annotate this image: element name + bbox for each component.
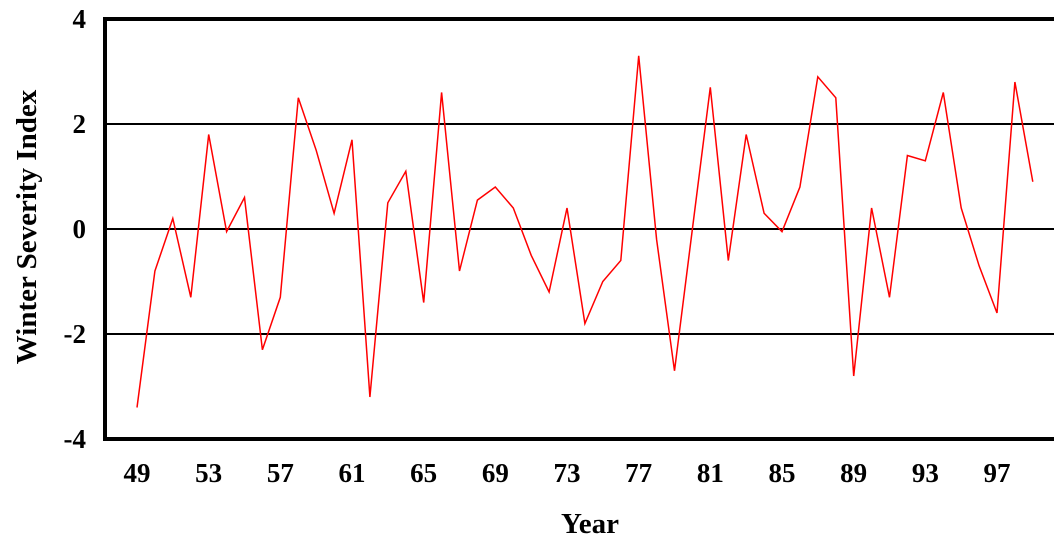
data-point [530,254,532,256]
data-point [835,97,837,99]
data-point [548,291,550,293]
y-axis-title: Winter Severity Index [11,89,43,364]
x-tick-label: 69 [482,458,509,488]
data-point [566,207,568,209]
data-point [584,322,586,324]
data-point [172,217,174,219]
data-point [620,259,622,261]
data-point [494,186,496,188]
data-point [476,199,478,201]
y-tick-label: 4 [73,4,87,34]
data-point [136,406,138,408]
data-point [512,207,514,209]
x-tick-label: 49 [124,458,151,488]
data-point [458,270,460,272]
data-point [602,280,604,282]
data-point [745,133,747,135]
y-tick-label: -2 [64,319,87,349]
x-axis-title: Year [561,508,619,540]
x-tick-label: 73 [554,458,581,488]
data-point [996,312,998,314]
data-point [655,238,657,240]
data-point [888,296,890,298]
data-point [369,396,371,398]
x-tick-label: 77 [625,458,652,488]
data-point [1032,181,1034,183]
y-tick-label: -4 [64,424,87,454]
data-point [243,196,245,198]
data-point [190,296,192,298]
data-point [691,228,693,230]
data-point [673,370,675,372]
data-point [261,349,263,351]
data-point [763,212,765,214]
x-tick-label: 81 [697,458,724,488]
x-tick-label: 57 [267,458,294,488]
series-line [136,55,1034,408]
y-tick-labels: -4 -2 0 2 4 [64,4,87,454]
data-point [799,186,801,188]
x-tick-label: 89 [840,458,867,488]
data-point [924,160,926,162]
data-point [333,212,335,214]
data-point [279,296,281,298]
data-point [817,76,819,78]
data-point [709,86,711,88]
data-point [405,170,407,172]
data-point [387,202,389,204]
data-point [422,301,424,303]
x-tick-label: 97 [984,458,1011,488]
data-point [207,133,209,135]
data-point [960,207,962,209]
y-tick-label: 0 [73,214,87,244]
data-point [154,270,156,272]
data-point [225,230,227,232]
x-tick-label: 85 [769,458,796,488]
data-point [852,375,854,377]
x-tick-label: 65 [410,458,437,488]
x-tick-label: 93 [912,458,939,488]
x-tick-label: 61 [339,458,366,488]
x-tick-labels: 49 53 57 61 65 69 73 77 81 85 89 93 97 [124,458,1011,488]
y-tick-label: 2 [73,109,87,139]
data-point [440,91,442,93]
grid-lines [105,123,1054,335]
data-point [781,230,783,232]
data-point [297,97,299,99]
data-point [637,55,639,57]
data-point [727,259,729,261]
data-point [942,91,944,93]
data-point [906,154,908,156]
axes [103,17,1054,441]
data-point [351,139,353,141]
data-point [315,149,317,151]
data-point [1014,81,1016,83]
x-tick-label: 53 [195,458,222,488]
data-point [870,207,872,209]
series-layer [136,55,1034,408]
data-point [978,265,980,267]
